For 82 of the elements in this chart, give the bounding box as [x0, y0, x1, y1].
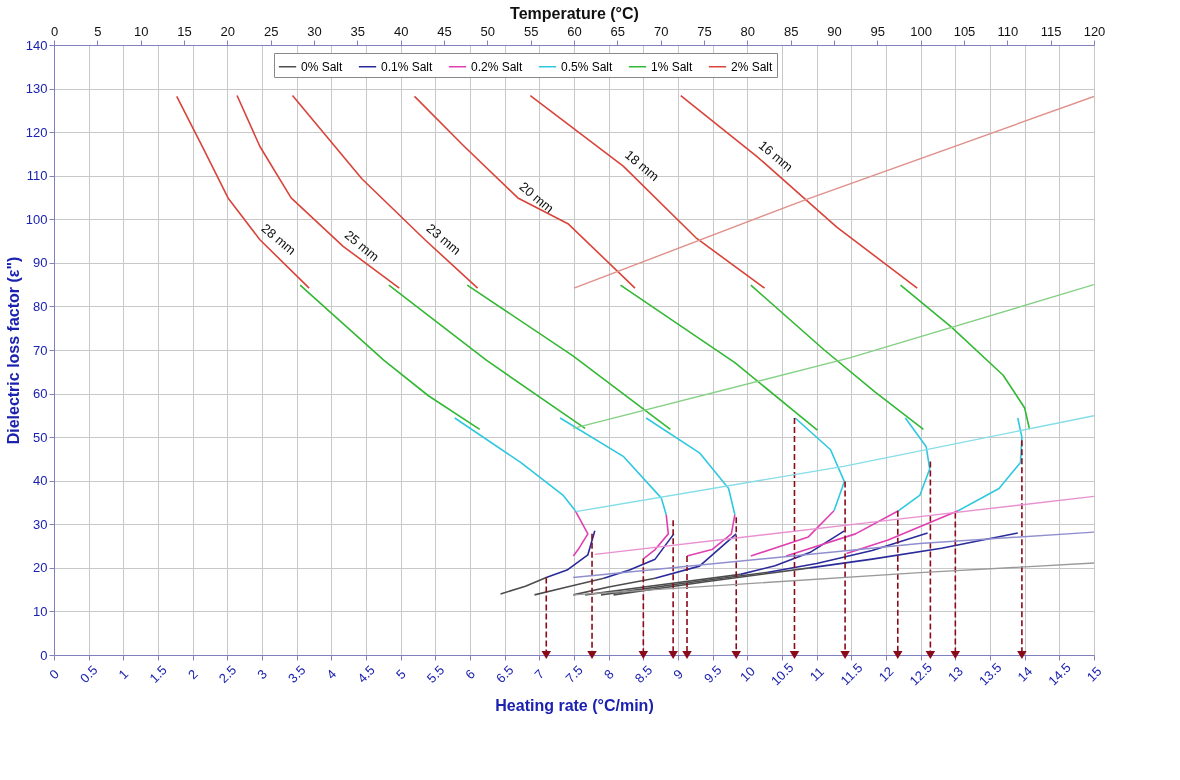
- x2-tick-label: 25: [263, 23, 279, 39]
- y-tick-label: 120: [25, 124, 48, 140]
- y-tick-label: 130: [25, 81, 48, 97]
- x2-tick-label: 90: [827, 23, 842, 39]
- x2-tick-label: 75: [697, 23, 712, 39]
- x2-tick-label: 40: [393, 23, 409, 39]
- legend-label: 0.5% Salt: [561, 59, 614, 74]
- x2-tick-label: 120: [1083, 23, 1106, 39]
- y-tick-label: 140: [25, 37, 48, 53]
- x-tick-label: 1.5: [146, 662, 170, 686]
- annotation: 18 mm: [621, 147, 663, 185]
- annotation: 20 mm: [516, 178, 557, 216]
- x-tick-label: 1: [115, 666, 132, 683]
- x2-tick-label: 85: [783, 23, 799, 39]
- x-tick-label: 12: [875, 663, 897, 685]
- x2-tick-label: 95: [870, 23, 886, 39]
- y-tick-label: 20: [33, 560, 48, 576]
- x-tick-label: 3: [254, 666, 271, 683]
- x-tick-label: 10: [737, 663, 758, 685]
- x-tick-label: 13: [945, 663, 966, 685]
- y-tick-label: 0: [40, 647, 48, 663]
- x-tick-label: 6.5: [493, 662, 517, 686]
- y-tick-label: 10: [33, 603, 48, 619]
- x-tick-label: 3.5: [285, 662, 309, 686]
- x-tick-label: 0: [46, 666, 63, 683]
- x2-tick-label: 60: [567, 23, 582, 39]
- x-tick-label: 7: [531, 666, 548, 683]
- x-tick-label: 8.5: [631, 662, 656, 686]
- x-tick-label: 0.5: [77, 662, 101, 686]
- x2-tick-label: 115: [1040, 23, 1062, 39]
- x2-tick-label: 50: [480, 23, 496, 39]
- y-tick-label: 80: [33, 298, 48, 314]
- legend-label: 1% Salt: [651, 59, 694, 74]
- annotation: 16 mm: [755, 137, 796, 175]
- x-tick-label: 7.5: [562, 662, 586, 686]
- legend-label: 0.1% Salt: [381, 59, 434, 74]
- x2-tick-label: 80: [740, 23, 756, 39]
- y-tick-label: 70: [33, 342, 48, 358]
- legend-label: 2% Salt: [731, 59, 774, 74]
- x2-tick-label: 20: [220, 23, 236, 39]
- y-tick-label: 30: [33, 516, 48, 532]
- x2-tick-label: 5: [94, 23, 102, 39]
- x-tick-label: 9.5: [701, 662, 725, 686]
- y-tick-label: 50: [33, 429, 48, 445]
- y-tick-label: 110: [26, 168, 48, 184]
- x2-tick-label: 100: [910, 23, 933, 39]
- x-tick-label: 2.5: [215, 662, 240, 686]
- y-axis-title: Dielectric loss factor (ε"): [4, 256, 22, 445]
- x2-tick-label: 10: [133, 23, 149, 39]
- annotation: 23 mm: [423, 220, 464, 258]
- x2-tick-label: 55: [523, 23, 539, 39]
- x-tick-label: 15: [1083, 663, 1105, 685]
- y-tick-label: 90: [33, 255, 48, 271]
- annotation: 28 mm: [258, 220, 299, 258]
- y-tick-label: 100: [25, 211, 48, 227]
- x-tick-label: 4: [323, 666, 340, 683]
- x2-tick-label: 30: [307, 23, 322, 39]
- x-tick-label: 2: [184, 666, 201, 683]
- x-tick-label: 11: [806, 664, 827, 685]
- x2-tick-label: 70: [653, 23, 669, 39]
- x2-tick-label: 110: [997, 23, 1019, 39]
- x2-axis-title: Temperature (°C): [510, 4, 639, 22]
- x-tick-label: 14: [1014, 663, 1036, 685]
- x-tick-label: 8: [600, 666, 617, 683]
- x-tick-label: 5: [392, 666, 409, 683]
- x2-tick-label: 65: [610, 23, 626, 39]
- legend-label: 0% Salt: [301, 59, 344, 74]
- x2-tick-label: 35: [350, 23, 366, 39]
- annotation: 25 mm: [341, 227, 382, 265]
- x-tick-label: 6: [462, 666, 479, 683]
- x-tick-label: 11.5: [837, 660, 866, 689]
- x2-tick-label: 105: [953, 23, 976, 39]
- legend-label: 0.2% Salt: [471, 59, 524, 74]
- y-tick-label: 40: [33, 473, 48, 489]
- x-tick-label: 4.5: [354, 662, 378, 686]
- y-tick-label: 60: [33, 386, 48, 402]
- x-axis-title: Heating rate (°C/min): [495, 697, 654, 715]
- x2-tick-label: 0: [50, 23, 59, 39]
- x2-tick-label: 45: [437, 23, 452, 39]
- x-tick-label: 9: [670, 666, 687, 683]
- x2-tick-label: 15: [177, 23, 192, 39]
- x-tick-label: 5.5: [423, 662, 448, 686]
